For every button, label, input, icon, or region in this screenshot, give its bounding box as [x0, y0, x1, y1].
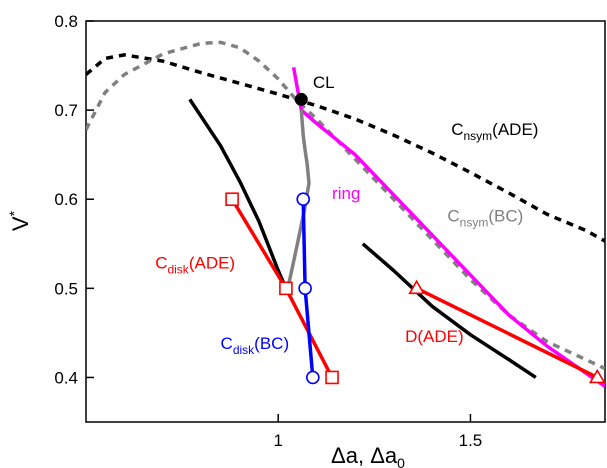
y-axis-label: V*	[6, 210, 33, 231]
point-cl	[294, 92, 308, 106]
marker-d_ade-1	[588, 368, 606, 384]
y-tick-label-3: 0.7	[54, 101, 78, 120]
annotation-d_ade: D(ADE)	[405, 327, 464, 346]
x-tick-label-1: 1.5	[459, 431, 483, 450]
marker-cdisk_bc-1	[298, 281, 312, 296]
series-layer	[86, 40, 605, 388]
series-line-cnsym_ade	[86, 53, 605, 243]
annotation-cdisk_bc: Cdisk(BC)	[221, 334, 290, 357]
series-line-cdisk_bc_gray	[286, 109, 311, 289]
y-tick-label-1: 0.5	[54, 279, 78, 298]
series-line-d_ade	[415, 286, 599, 379]
series-line-ring	[291, 66, 605, 388]
marker-layer	[225, 92, 606, 385]
marker-cdisk_ade-1	[279, 281, 293, 296]
plot-frame	[85, 20, 606, 423]
tick-layer: 1 1.5 0.4 0.5 0.6 0.7 0.8	[54, 12, 482, 450]
annotation-cdisk_ade: Cdisk(ADE)	[155, 254, 235, 277]
annotation-layer: CL Cnsym(ADE) ring Cnsym(BC) Cdisk(ADE) Cdisk…	[155, 73, 538, 357]
marker-cdisk_ade-0	[225, 192, 239, 207]
marker-cdisk_ade-2	[325, 370, 339, 385]
marker-cdisk_bc-2	[306, 370, 320, 385]
x-tick-label-0: 1	[273, 431, 282, 450]
annotation-ring: ring	[332, 184, 360, 203]
annotation-cl: CL	[313, 73, 335, 92]
annotation-cnsym_ade: Cnsym(ADE)	[451, 120, 538, 143]
marker-d_ade-0	[408, 279, 426, 295]
x-axis-label: Δa, Δa0	[331, 443, 405, 468]
y-tick-label-2: 0.6	[54, 190, 78, 209]
series-line-cdisk_ade_black	[188, 98, 288, 289]
series-line-d_ade_black	[361, 242, 537, 379]
marker-cdisk_bc-0	[296, 192, 311, 207]
series-line-cnsym_bc	[86, 40, 605, 371]
y-tick-label-0: 0.4	[54, 368, 78, 387]
annotation-cnsym_bc: Cnsym(BC)	[447, 207, 523, 230]
y-tick-label-4: 0.8	[54, 12, 78, 31]
